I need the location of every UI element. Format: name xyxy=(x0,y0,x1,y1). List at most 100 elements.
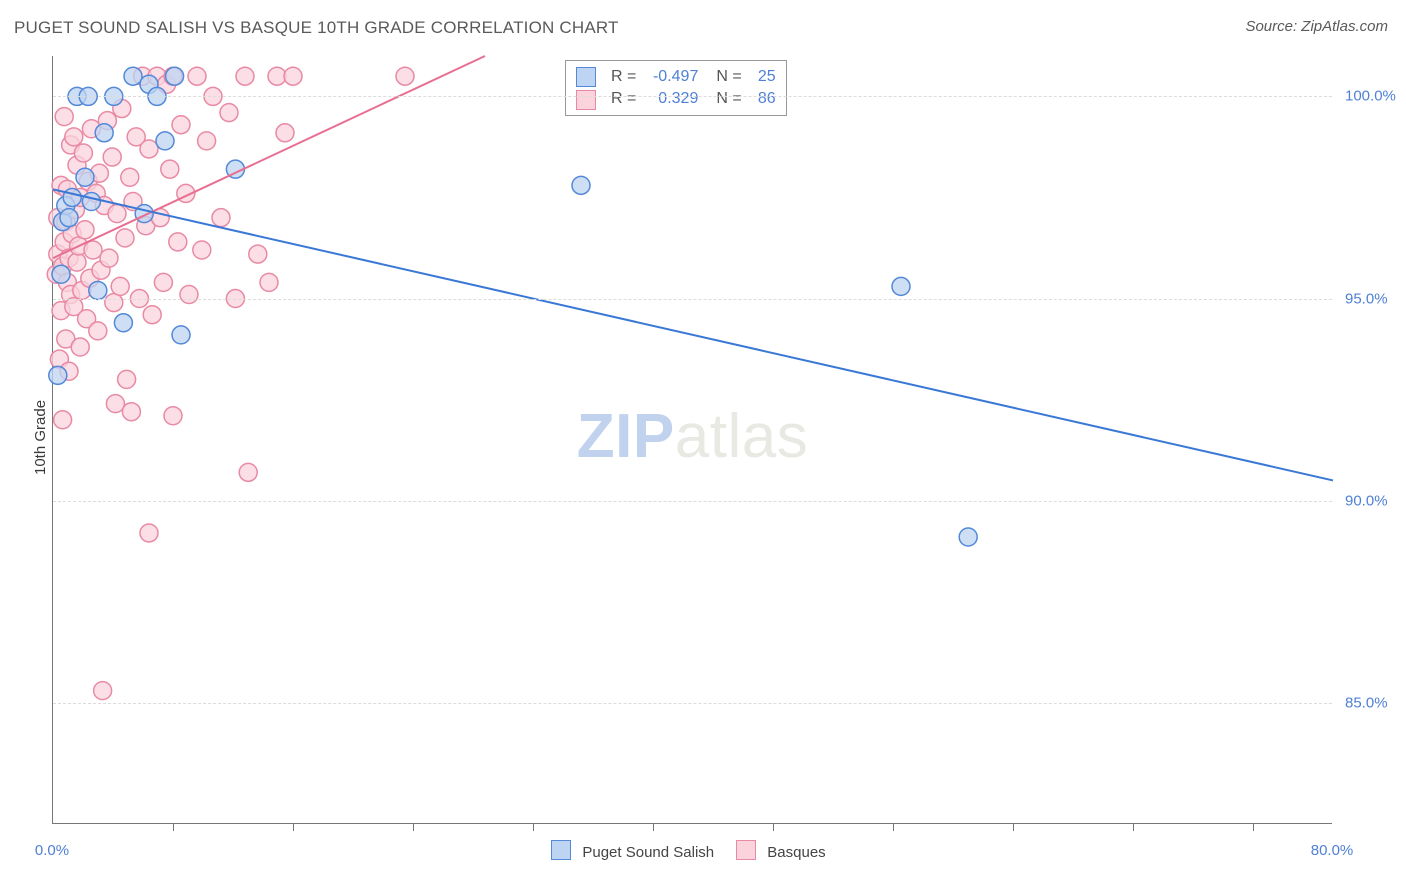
point-basques xyxy=(154,273,172,291)
point-basques xyxy=(116,229,134,247)
point-basques xyxy=(111,277,129,295)
chart-svg xyxy=(53,56,1333,824)
x-tick-label: 80.0% xyxy=(1311,842,1354,859)
legend-swatch-basques xyxy=(576,90,596,110)
point-salish xyxy=(572,176,590,194)
point-basques xyxy=(161,160,179,178)
point-basques xyxy=(284,67,302,85)
point-basques xyxy=(106,395,124,413)
stats-n-salish: 25 xyxy=(750,66,776,88)
y-axis-title: 10th Grade xyxy=(32,399,49,474)
plot-area: ZIPatlas R = -0.497 N = 25 R = 0.329 N =… xyxy=(52,56,1332,824)
x-tick xyxy=(893,823,894,831)
point-salish xyxy=(52,265,70,283)
point-basques xyxy=(169,233,187,251)
point-basques xyxy=(74,144,92,162)
stats-r-label: R = xyxy=(611,88,636,110)
point-basques xyxy=(260,273,278,291)
stats-row-salish: R = -0.497 N = 25 xyxy=(576,66,776,88)
y-tick-label: 100.0% xyxy=(1345,88,1396,105)
point-basques xyxy=(89,322,107,340)
point-basques xyxy=(212,209,230,227)
stats-row-basques: R = 0.329 N = 86 xyxy=(576,88,776,110)
point-basques xyxy=(103,148,121,166)
point-basques xyxy=(164,407,182,425)
point-basques xyxy=(121,168,139,186)
x-tick xyxy=(653,823,654,831)
legend-item-salish: Puget Sound Salish xyxy=(551,840,714,861)
point-basques xyxy=(193,241,211,259)
legend-label-basques: Basques xyxy=(767,844,825,861)
point-salish xyxy=(172,326,190,344)
point-basques xyxy=(172,116,190,134)
x-tick xyxy=(773,823,774,831)
legend-swatch-salish xyxy=(576,67,596,87)
legend-label-salish: Puget Sound Salish xyxy=(582,844,714,861)
x-tick xyxy=(173,823,174,831)
point-basques xyxy=(84,241,102,259)
point-salish xyxy=(959,528,977,546)
point-basques xyxy=(180,285,198,303)
point-salish xyxy=(114,314,132,332)
legend-swatch-salish xyxy=(551,840,571,860)
point-basques xyxy=(76,221,94,239)
point-salish xyxy=(49,366,67,384)
y-tick-label: 95.0% xyxy=(1345,290,1388,307)
x-tick xyxy=(1133,823,1134,831)
chart-source: Source: ZipAtlas.com xyxy=(1245,18,1388,35)
point-basques xyxy=(71,338,89,356)
point-basques xyxy=(55,108,73,126)
point-salish xyxy=(135,205,153,223)
point-basques xyxy=(140,524,158,542)
regression-salish xyxy=(53,189,1333,480)
gridline xyxy=(53,703,1332,704)
point-salish xyxy=(76,168,94,186)
stats-n-label: N = xyxy=(716,88,741,110)
point-basques xyxy=(198,132,216,150)
point-salish xyxy=(156,132,174,150)
point-basques xyxy=(65,128,83,146)
point-basques xyxy=(188,67,206,85)
point-salish xyxy=(60,209,78,227)
point-basques xyxy=(100,249,118,267)
point-basques xyxy=(236,67,254,85)
point-basques xyxy=(396,67,414,85)
point-basques xyxy=(122,403,140,421)
x-tick xyxy=(1253,823,1254,831)
point-basques xyxy=(143,306,161,324)
point-salish xyxy=(166,67,184,85)
x-tick xyxy=(533,823,534,831)
legend-item-basques: Basques xyxy=(736,840,826,861)
x-tick xyxy=(1013,823,1014,831)
gridline xyxy=(53,501,1332,502)
point-basques xyxy=(108,205,126,223)
point-basques xyxy=(249,245,267,263)
legend-swatch-basques xyxy=(736,840,756,860)
y-tick-label: 85.0% xyxy=(1345,694,1388,711)
point-basques xyxy=(220,104,238,122)
point-basques xyxy=(118,370,136,388)
chart-title: PUGET SOUND SALISH VS BASQUE 10TH GRADE … xyxy=(14,18,619,38)
point-basques xyxy=(239,463,257,481)
point-salish xyxy=(63,188,81,206)
point-salish xyxy=(95,124,113,142)
stats-legend: R = -0.497 N = 25 R = 0.329 N = 86 xyxy=(565,60,787,116)
y-tick-label: 90.0% xyxy=(1345,492,1388,509)
point-basques xyxy=(94,682,112,700)
point-basques xyxy=(68,253,86,271)
stats-r-basques: 0.329 xyxy=(644,88,698,110)
x-tick xyxy=(413,823,414,831)
gridline xyxy=(53,299,1332,300)
gridline xyxy=(53,96,1332,97)
point-basques xyxy=(140,140,158,158)
stats-r-salish: -0.497 xyxy=(644,66,698,88)
point-basques xyxy=(105,294,123,312)
point-salish xyxy=(124,67,142,85)
point-salish xyxy=(82,193,100,211)
series-legend: Puget Sound Salish Basques xyxy=(551,840,825,861)
stats-n-label: N = xyxy=(716,66,741,88)
point-salish xyxy=(892,277,910,295)
x-tick-label: 0.0% xyxy=(35,842,69,859)
point-basques xyxy=(276,124,294,142)
stats-r-label: R = xyxy=(611,66,636,88)
